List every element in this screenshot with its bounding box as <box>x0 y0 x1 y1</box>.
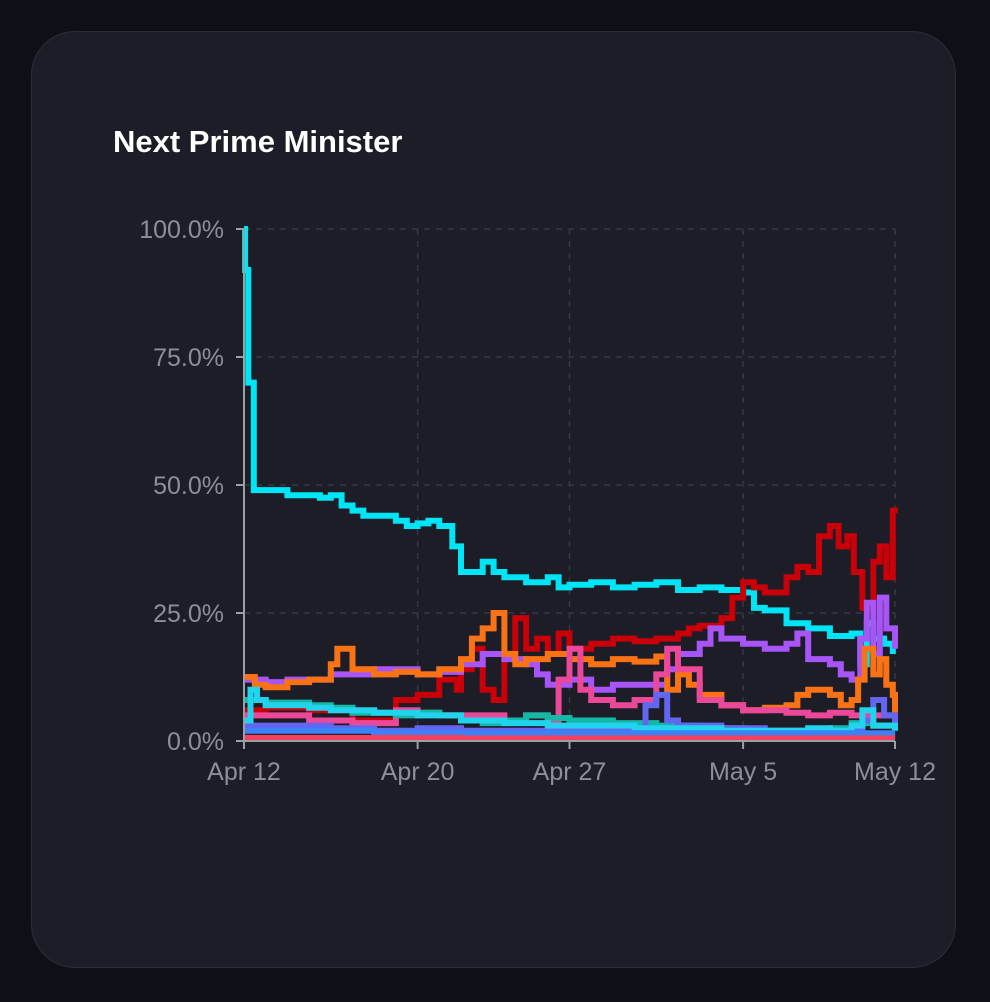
y-tick-label: 75.0% <box>153 344 224 372</box>
y-tick-label: 100.0% <box>139 216 224 244</box>
series-line-9 <box>244 727 895 737</box>
x-tick-label: Apr 12 <box>207 758 281 786</box>
series-line-1 <box>242 226 896 668</box>
y-tick-label: 50.0% <box>153 472 224 500</box>
y-tick-label: 0.0% <box>167 728 224 756</box>
x-tick-label: Apr 20 <box>381 758 455 786</box>
x-tick-label: Apr 27 <box>533 758 607 786</box>
grid-lines <box>244 228 896 741</box>
y-tick-label: 25.0% <box>153 600 224 628</box>
series-line-10 <box>244 734 895 742</box>
series-layer <box>242 226 898 742</box>
x-tick-label: May 5 <box>709 758 777 786</box>
chart-card: Next Prime Minister <box>31 31 956 968</box>
series-line-4 <box>244 610 898 721</box>
axes: 0.0% 25.0% 50.0% 75.0% 100.0% Apr 12 Apr 20 Apr… <box>139 216 936 786</box>
x-tick-label: May 12 <box>854 758 936 786</box>
series-line-8 <box>244 686 898 734</box>
chart-title: Next Prime Minister <box>113 124 403 159</box>
series-line-2 <box>244 507 898 724</box>
